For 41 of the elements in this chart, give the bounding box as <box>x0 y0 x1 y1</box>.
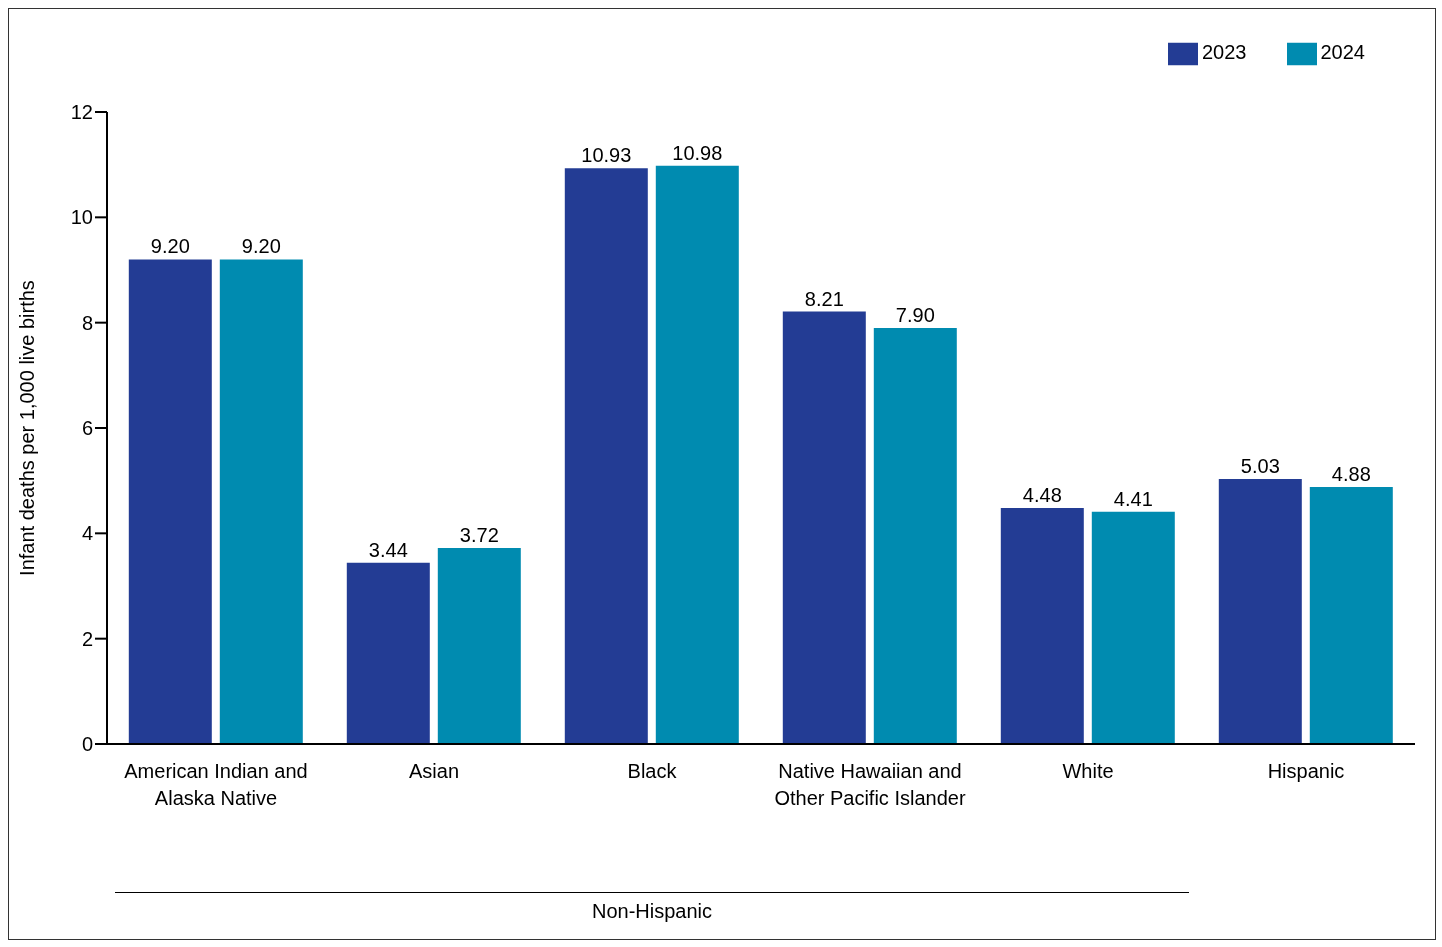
data-label: 4.48 <box>1022 484 1062 507</box>
x-tick-label: Native Hawaiian and Other Pacific Islander <box>774 760 966 809</box>
y-tick-label: 8 <box>81 311 93 334</box>
x-tick-label: White <box>1062 760 1114 782</box>
bar <box>128 259 212 744</box>
data-label: 4.88 <box>1331 462 1371 485</box>
bar <box>346 562 430 744</box>
y-axis-title: Infant deaths per 1,000 live births <box>16 280 39 576</box>
bar <box>437 548 521 744</box>
x-tick-label: Hispanic <box>1267 760 1345 782</box>
data-label: 9.20 <box>150 235 190 258</box>
y-tick-label: 12 <box>70 101 93 124</box>
legend-label: 2023 <box>1202 41 1247 64</box>
bar <box>219 259 303 744</box>
legend-label: 2024 <box>1320 41 1365 64</box>
x-tick-label: Asian <box>408 760 460 782</box>
text: Non-Hispanic <box>590 900 714 923</box>
bar <box>1309 486 1393 744</box>
x-tick-label: American Indian and Alaska Native <box>124 760 308 809</box>
bar <box>873 327 957 744</box>
data-label: 7.90 <box>895 303 935 326</box>
bar <box>1091 511 1175 744</box>
data-label: 5.03 <box>1240 455 1280 478</box>
bar <box>655 165 739 744</box>
y-tick-label: 6 <box>81 417 93 440</box>
data-label: 8.21 <box>804 287 844 310</box>
y-tick-label: 0 <box>81 733 93 756</box>
data-label: 10.93 <box>581 144 632 167</box>
data-label: 3.44 <box>368 538 408 561</box>
y-tick-label: 2 <box>81 627 93 650</box>
bar <box>564 168 648 744</box>
bar <box>1000 508 1084 744</box>
x-tick-label: Black <box>627 760 678 782</box>
y-tick-label: 10 <box>70 206 93 229</box>
data-label: 10.98 <box>672 141 723 164</box>
data-label: 9.20 <box>241 235 281 258</box>
data-label: 4.41 <box>1113 487 1153 510</box>
y-tick-label: 4 <box>81 522 93 545</box>
data-label: 3.72 <box>459 524 499 547</box>
bar <box>782 311 866 744</box>
bar <box>1218 479 1302 744</box>
